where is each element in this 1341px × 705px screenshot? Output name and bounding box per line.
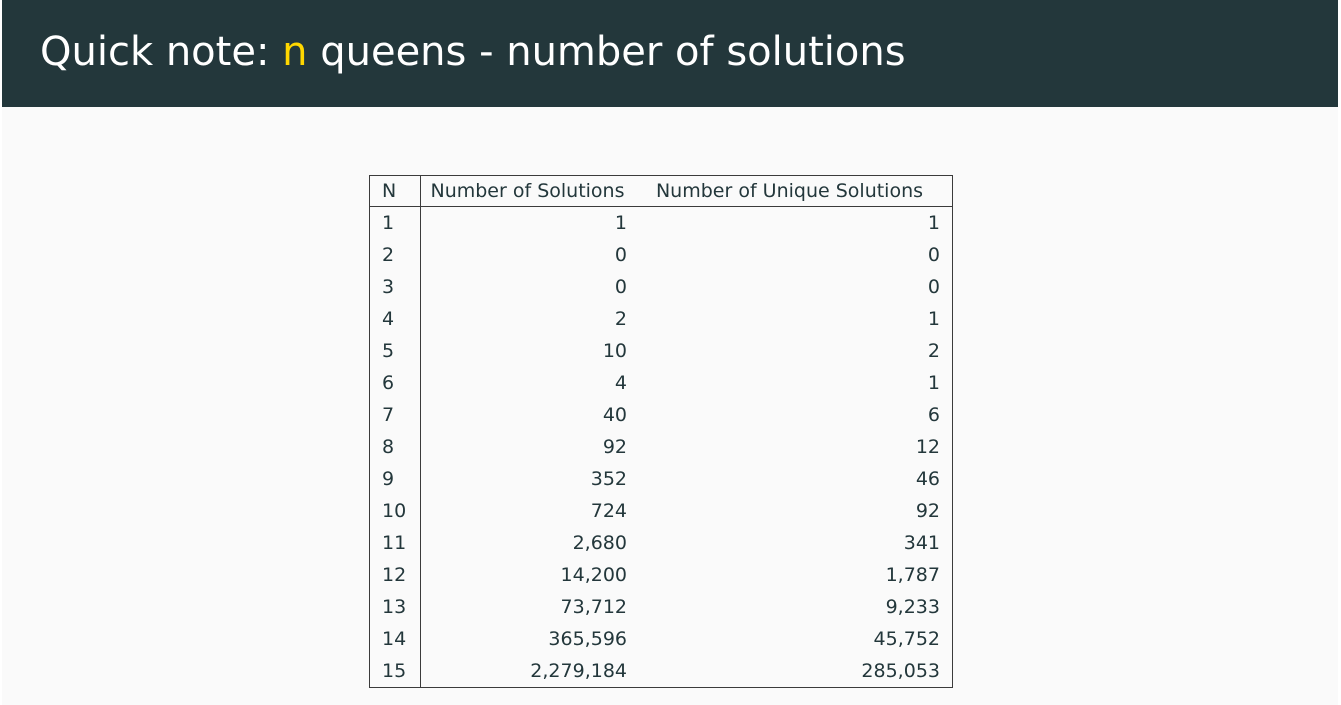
cell-number-of-unique-solutions: 1: [927, 372, 940, 394]
table-row: 11 2,680 341: [369, 527, 953, 559]
cell-n: 10: [369, 495, 421, 527]
table-header: N Number of Solutions Number of Unique S…: [369, 175, 953, 207]
title-highlight: n: [282, 29, 308, 75]
cell-n: 13: [369, 591, 421, 623]
cell-n: 11: [369, 527, 421, 559]
slide-title: Quick note: n queens - number of solutio…: [40, 24, 906, 80]
n-queens-solutions-table: N Number of Solutions Number of Unique S…: [369, 175, 953, 688]
cell-n: 6: [369, 367, 421, 399]
cell-n: 4: [369, 303, 421, 335]
table-row: 15 2,279,184 285,053: [369, 655, 953, 688]
table-row: 3 0 0: [369, 271, 953, 303]
table-row: 2 0 0: [369, 239, 953, 271]
cell-number-of-solutions: 352: [590, 468, 627, 490]
cell-number-of-unique-solutions: 92: [915, 500, 940, 522]
cell-number-of-unique-solutions: 341: [903, 532, 940, 554]
table-row: 1 1 1: [369, 206, 953, 239]
table-row: 14 365,596 45,752: [369, 623, 953, 655]
cell-number-of-solutions: 2: [614, 308, 627, 330]
table-row: 5 10 2: [369, 335, 953, 367]
header-number-of-solutions: Number of Solutions: [420, 175, 627, 207]
cell-n: 3: [369, 271, 421, 303]
table-row: 4 2 1: [369, 303, 953, 335]
table-row: 10 724 92: [369, 495, 953, 527]
cell-number-of-solutions: 40: [602, 404, 627, 426]
table-row: 12 14,200 1,787: [369, 559, 953, 591]
table-row: 6 4 1: [369, 367, 953, 399]
cell-number-of-solutions: 2,279,184: [530, 660, 627, 682]
cell-number-of-solutions: 4: [614, 372, 627, 394]
cell-number-of-unique-solutions: 45,752: [873, 628, 940, 650]
cell-number-of-solutions: 92: [602, 436, 627, 458]
table-row: 8 92 12: [369, 431, 953, 463]
cell-n: 15: [369, 655, 421, 688]
cell-n: 14: [369, 623, 421, 655]
cell-n: 12: [369, 559, 421, 591]
cell-number-of-solutions: 1: [614, 212, 627, 234]
cell-number-of-unique-solutions: 6: [927, 404, 940, 426]
cell-n: 2: [369, 239, 421, 271]
header-n: N: [369, 175, 421, 207]
cell-number-of-unique-solutions: 9,233: [885, 596, 940, 618]
cell-number-of-solutions: 724: [590, 500, 627, 522]
cell-n: 9: [369, 463, 421, 495]
cell-n: 8: [369, 431, 421, 463]
header-row: N Number of Solutions Number of Unique S…: [369, 175, 953, 207]
cell-n: 7: [369, 399, 421, 431]
cell-number-of-unique-solutions: 2: [927, 340, 940, 362]
cell-number-of-unique-solutions: 0: [927, 244, 940, 266]
title-prefix: Quick note:: [40, 29, 283, 75]
cell-number-of-solutions: 0: [614, 276, 627, 298]
cell-number-of-unique-solutions: 1: [927, 308, 940, 330]
cell-number-of-solutions: 10: [602, 340, 627, 362]
cell-number-of-unique-solutions: 12: [915, 436, 940, 458]
cell-n: 1: [369, 206, 421, 239]
cell-number-of-solutions: 365,596: [548, 628, 627, 650]
cell-n: 5: [369, 335, 421, 367]
cell-number-of-unique-solutions: 1,787: [885, 564, 940, 586]
cell-number-of-unique-solutions: 0: [927, 276, 940, 298]
cell-number-of-unique-solutions: 46: [915, 468, 940, 490]
cell-number-of-solutions: 2,680: [572, 532, 627, 554]
header-number-of-unique-solutions: Number of Unique Solutions: [627, 175, 953, 207]
cell-number-of-solutions: 0: [614, 244, 627, 266]
cell-number-of-solutions: 14,200: [560, 564, 627, 586]
cell-number-of-solutions: 73,712: [560, 596, 627, 618]
table-row: 13 73,712 9,233: [369, 591, 953, 623]
title-suffix: queens - number of solutions: [307, 29, 906, 75]
table-row: 7 40 6: [369, 399, 953, 431]
cell-number-of-unique-solutions: 1: [927, 212, 940, 234]
table-body: 1 1 1 2 0 0 3 0 0 4 2 1 5 10 2 6 4 1 7 40 6 8 92 12 9 352 46 10 724 9…: [369, 206, 953, 688]
title-bar: Quick note: n queens - number of solutio…: [2, 0, 1338, 107]
cell-number-of-unique-solutions: 285,053: [861, 660, 940, 682]
table-row: 9 352 46: [369, 463, 953, 495]
